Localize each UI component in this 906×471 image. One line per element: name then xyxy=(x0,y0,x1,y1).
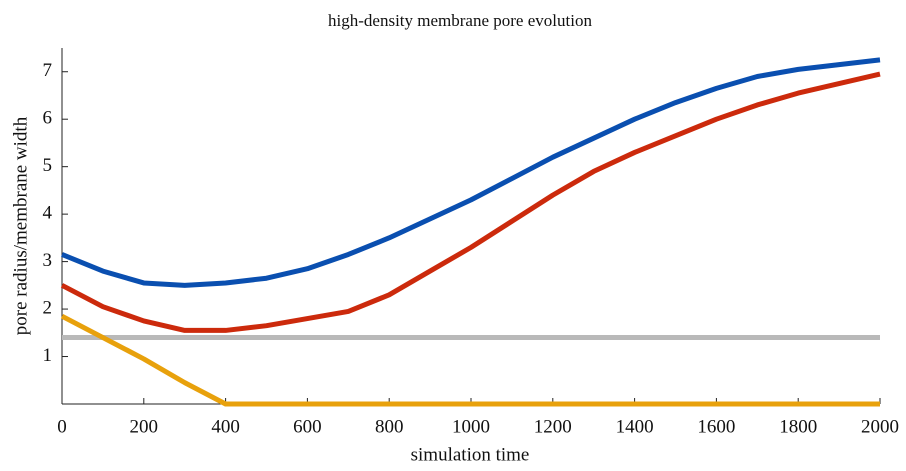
x-tick-label: 1400 xyxy=(616,416,654,437)
series-line xyxy=(61,57,881,288)
x-tick-label: 400 xyxy=(211,416,240,437)
x-tick-label: 800 xyxy=(375,416,404,437)
x-tick-label: 1200 xyxy=(534,416,572,437)
y-tick-label: 3 xyxy=(43,250,53,271)
x-tick-label: 1600 xyxy=(697,416,735,437)
x-axis-label: simulation time xyxy=(411,444,530,465)
series-line xyxy=(60,313,880,407)
series-line xyxy=(60,71,881,333)
x-tick-label: 600 xyxy=(293,416,322,437)
x-tick-label: 200 xyxy=(130,416,159,437)
x-tick-label: 1000 xyxy=(452,416,490,437)
y-tick-label: 7 xyxy=(43,60,53,81)
y-tick-label: 1 xyxy=(43,345,53,366)
x-tick-label: 1800 xyxy=(779,416,817,437)
y-tick-label: 4 xyxy=(43,202,53,223)
x-tick-label: 2000 xyxy=(861,416,899,437)
x-tick-label: 0 xyxy=(57,416,67,437)
y-tick-label: 6 xyxy=(43,108,53,129)
y-tick-label: 5 xyxy=(43,155,53,176)
y-tick-label: 2 xyxy=(43,297,53,318)
y-axis-label: pore radius/membrane width xyxy=(10,116,31,335)
chart-title: high-density membrane pore evolution xyxy=(328,11,592,30)
